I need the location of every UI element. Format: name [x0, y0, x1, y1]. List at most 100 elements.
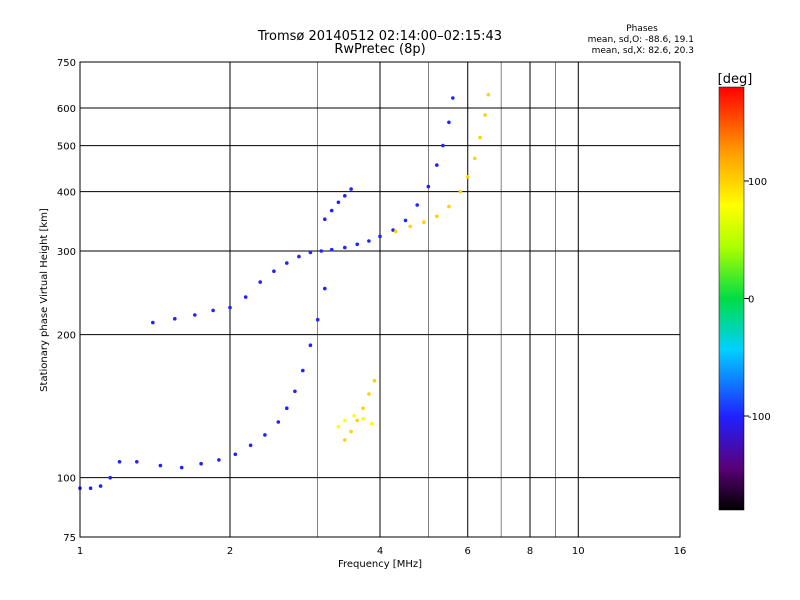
- trace-point-x: [473, 156, 477, 161]
- y-tick-label: 400: [57, 188, 76, 199]
- trace-point-o: [441, 143, 445, 148]
- trace-point-o: [88, 486, 93, 491]
- phase-stats-o: mean, sd,O: -88.6, 19.1: [588, 35, 694, 45]
- plot-frame: [79, 61, 681, 538]
- trace-point-o: [355, 242, 360, 247]
- trace-point-o: [415, 203, 420, 207]
- trace-point-o: [98, 484, 103, 488]
- trace-point-x: [486, 92, 491, 97]
- trace-point-o: [378, 234, 382, 239]
- trace-point-o: [179, 465, 184, 470]
- y-tick-label: 300: [57, 247, 76, 258]
- phase-stats-title: Phases: [626, 24, 658, 34]
- trace-point-o: [343, 245, 347, 250]
- colorbar-tick-label: 100: [748, 177, 767, 188]
- trace-point-o: [301, 368, 305, 373]
- trace-point-o: [349, 187, 353, 191]
- x-tick-label: 1: [77, 546, 83, 557]
- trace-point-x: [372, 378, 377, 383]
- trace-point-x: [458, 189, 463, 194]
- colorbar-ticks: -100 0 100: [744, 177, 771, 423]
- trace-point-o: [323, 286, 327, 291]
- grid: [79, 61, 681, 538]
- trace-point-o: [151, 320, 155, 325]
- trace-point-x: [393, 229, 398, 234]
- trace-point-x: [343, 438, 347, 442]
- trace-point-x: [408, 224, 413, 229]
- trace-point-o: [285, 261, 289, 265]
- x-ticks: 1 2 4 6 8 10 16: [77, 546, 687, 557]
- y-tick-label: 75: [63, 533, 76, 544]
- trace-point-x: [478, 135, 482, 140]
- x-tick-label: 10: [572, 546, 585, 557]
- trace-point-o: [276, 420, 281, 424]
- trace-point-o: [211, 308, 215, 313]
- trace-point-o: [451, 96, 455, 100]
- x-tick-label: 8: [527, 546, 533, 557]
- y-tick-label: 200: [57, 331, 76, 342]
- trace-point-o: [117, 460, 122, 464]
- colorbar-tick-label: 0: [748, 295, 754, 306]
- trace-point-x: [369, 421, 374, 426]
- x-tick-label: 4: [377, 546, 383, 557]
- x-axis-label: Frequency [MHz]: [338, 559, 422, 570]
- trace-point-o: [272, 269, 276, 274]
- y-tick-label: 100: [57, 474, 76, 485]
- trace-point-o: [447, 120, 451, 125]
- trace-point-x: [355, 418, 360, 423]
- colorbar: [718, 86, 745, 511]
- x-tick-label: 2: [227, 546, 233, 557]
- trace-point-o: [323, 217, 327, 221]
- trace-point-x: [483, 113, 487, 117]
- trace-point-o: [329, 247, 334, 252]
- trace-point-o: [243, 295, 248, 299]
- trace-point-o: [158, 463, 163, 468]
- trace-point-o: [308, 250, 313, 255]
- trace-point-x: [361, 417, 365, 421]
- trace-point-o: [248, 443, 253, 448]
- trace-point-o: [319, 249, 324, 253]
- trace-point-o: [108, 475, 112, 480]
- trace-point-x: [349, 429, 353, 434]
- chart-subtitle: RwPretec (8p): [334, 42, 425, 57]
- trace-point-x: [336, 424, 341, 429]
- trace-point-o: [228, 305, 232, 310]
- trace-point-o: [285, 406, 289, 411]
- trace-point-o: [199, 461, 203, 466]
- trace-point-o: [258, 280, 263, 284]
- trace-point-o: [336, 200, 341, 205]
- trace-point-x: [435, 214, 439, 219]
- trace-point-o: [263, 433, 267, 437]
- trace-point-o: [343, 194, 347, 198]
- data-points: [78, 92, 491, 491]
- trace-point-o: [217, 458, 221, 462]
- trace-point-x: [447, 204, 451, 209]
- y-ticks: 75 100 200 300 400 500 600 750: [57, 58, 76, 544]
- x-tick-label: 6: [465, 546, 471, 557]
- colorbar-label: [deg]: [718, 72, 753, 87]
- trace-point-x: [361, 406, 365, 411]
- trace-point-o: [173, 317, 177, 321]
- trace-point-x: [422, 220, 426, 224]
- trace-point-x: [465, 175, 470, 179]
- y-tick-label: 500: [57, 142, 76, 153]
- chart-title: Tromsø 20140512 02:14:00–02:15:43: [257, 29, 502, 44]
- trace-point-x: [343, 418, 347, 423]
- trace-point-o: [293, 389, 297, 394]
- trace-point-o: [367, 239, 371, 243]
- phase-stats-x: mean, sd,X: 82.6, 20.3: [592, 46, 694, 56]
- colorbar-tick-label: -100: [748, 412, 771, 423]
- y-tick-label: 750: [57, 58, 76, 69]
- trace-point-o: [135, 460, 139, 464]
- y-axis-label: Stationary phase Virtual Height [km]: [39, 208, 50, 392]
- trace-point-o: [435, 163, 439, 167]
- x-tick-label: 16: [674, 546, 687, 557]
- trace-point-o: [233, 452, 238, 457]
- trace-point-o: [297, 254, 301, 259]
- trace-point-x: [367, 392, 371, 396]
- trace-point-o: [193, 313, 197, 317]
- y-tick-label: 600: [57, 104, 76, 115]
- trace-point-o: [329, 208, 334, 213]
- trace-point-o: [403, 218, 408, 223]
